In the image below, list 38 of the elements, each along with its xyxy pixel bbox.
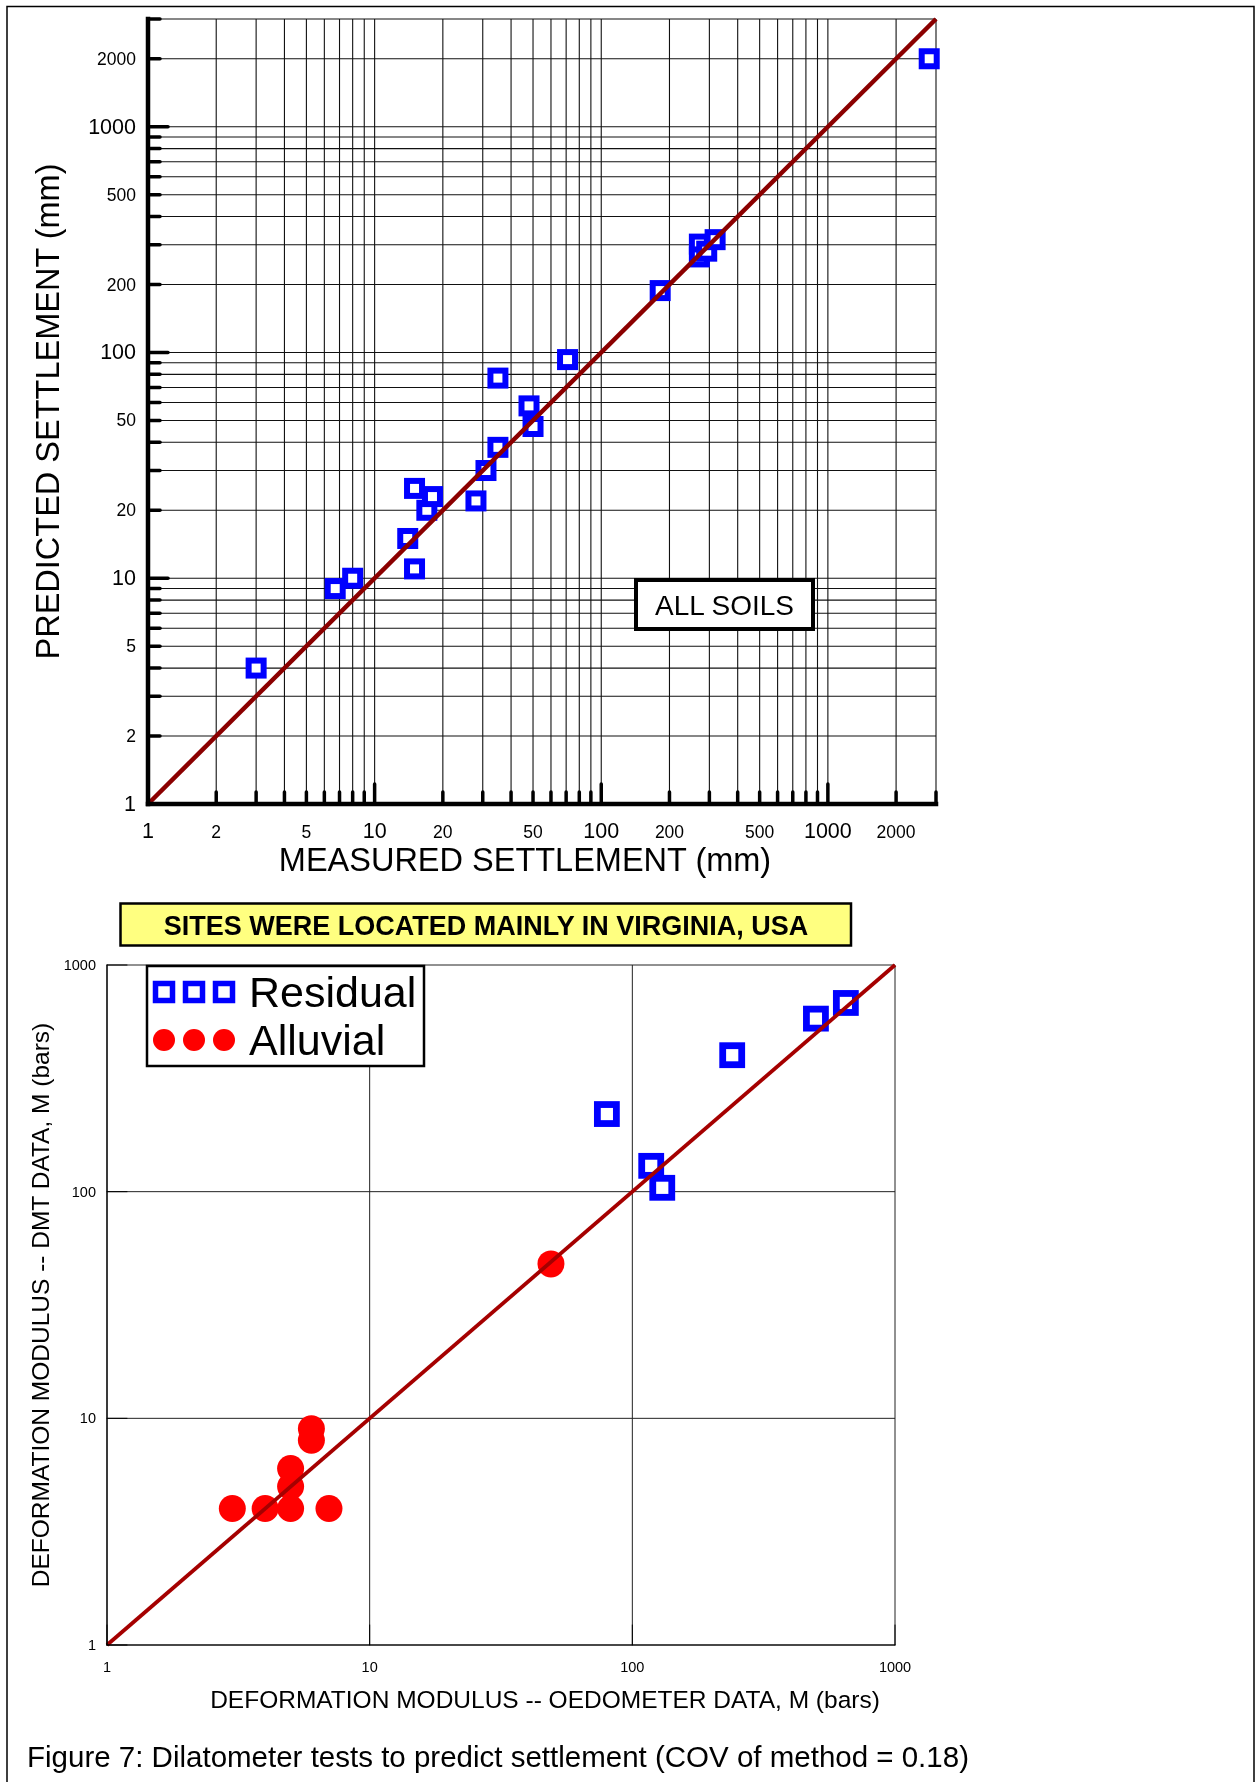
y-tick-label: 1000 [63,957,96,973]
y-tick-label: 5 [126,636,136,657]
chart-title: SITES WERE LOCATED MAINLY IN VIRGINIA, USA [163,911,809,941]
y-tick-label: 200 [106,274,137,295]
x-tick-label: 20 [433,822,453,842]
x-tick-label: 100 [583,819,620,843]
y-tick-label: 50 [116,410,137,431]
x-tick-label: 50 [523,822,544,842]
y-tick-label: 1 [124,792,136,816]
y-tick-label: 1 [87,1637,96,1653]
x-tick-label: 2000 [876,822,916,842]
legend-label: Alluvial [249,1016,386,1064]
x-tick-label: 1000 [878,1659,912,1675]
legend-label: Residual [249,968,417,1016]
y-tick-label: 2 [126,726,136,747]
x-tick-label: 2 [211,822,222,842]
x-tick-label: 10 [361,1659,378,1675]
y-axis-title: PREDICTED SETTLEMENT (mm) [30,163,66,660]
y-tick-label: 100 [100,340,137,365]
x-tick-label: 1 [142,819,154,843]
x-axis-title: DEFORMATION MODULUS -- OEDOMETER DATA, M (bars) [210,1686,880,1713]
x-tick-label: 1000 [803,819,852,843]
y-tick-label: 2000 [97,48,137,69]
y-tick-label: 500 [106,184,137,205]
y-axis-title: DEFORMATION MODULUS -- DMT DATA, M (bars) [27,1022,54,1588]
caption: Figure 7: Dilatometer tests to predict settlement (COV of method = 0.18) [27,1740,969,1773]
x-tick-label: 5 [301,822,312,842]
y-tick-label: 20 [116,500,137,521]
y-tick-label: 10 [79,1410,96,1427]
x-tick-label: 500 [745,822,775,842]
x-axis-title: MEASURED SETTLEMENT (mm) [278,842,772,878]
x-tick-label: 200 [654,822,685,842]
y-tick-label: 10 [112,566,137,591]
x-tick-label: 100 [620,1659,645,1675]
y-tick-label: 1000 [88,114,137,139]
annotation: ALL SOILS [654,590,795,621]
y-tick-label: 100 [71,1183,96,1200]
x-tick-label: 10 [362,819,387,843]
